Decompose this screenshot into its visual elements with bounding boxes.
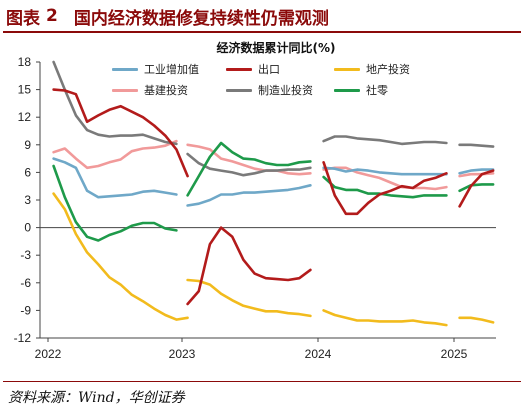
series-line-0	[458, 168, 495, 175]
y-tick-label: 15	[18, 83, 32, 97]
legend-label-manufacturing-investment: 制造业投资	[258, 84, 313, 97]
y-tick-label: 0	[24, 221, 31, 235]
series-line-3	[52, 139, 178, 170]
legend-label-property-investment: 地产投资	[366, 63, 410, 76]
series-line-1	[458, 169, 495, 208]
y-tick-label: 18	[18, 55, 32, 69]
series-line-4	[458, 143, 495, 148]
y-tick-label: 6	[24, 165, 31, 179]
header-divider	[3, 31, 521, 33]
legend-swatch-infrastructure-investment	[112, 88, 138, 92]
series-line-3	[322, 166, 448, 191]
series-line-1	[186, 226, 312, 306]
series-line-1	[322, 161, 448, 216]
series-line-4	[322, 135, 448, 146]
series-line-3	[458, 172, 495, 178]
legend-swatch-exports	[226, 67, 252, 71]
series-line-2	[322, 309, 448, 327]
y-tick-label: -12	[14, 331, 32, 345]
legend-label-exports: 出口	[258, 63, 280, 76]
legend-swatch-industrial-output	[112, 67, 138, 71]
legend-label-industrial-output: 工业增加值	[144, 63, 199, 76]
series-line-1	[52, 88, 189, 178]
series-line-0	[322, 166, 448, 176]
series-line-2	[52, 192, 189, 321]
legend-item-exports: 出口	[226, 61, 280, 77]
x-tick-label: 2023	[169, 347, 196, 361]
figure-number: 2	[46, 6, 58, 26]
legend-item-manufacturing-investment: 制造业投资	[226, 82, 313, 98]
y-tick-label: -9	[20, 303, 31, 317]
x-tick-label: 2024	[305, 347, 332, 361]
legend-item-retail-sales: 社零	[334, 82, 388, 98]
y-tick-label: 3	[24, 193, 31, 207]
y-tick-label: 9	[24, 138, 31, 152]
series-line-5	[458, 183, 495, 193]
legend-item-property-investment: 地产投资	[334, 61, 410, 77]
legend-label-retail-sales: 社零	[366, 84, 388, 97]
chart-title: 经济数据累计同比(%)	[217, 40, 336, 55]
legend-swatch-property-investment	[334, 67, 360, 71]
series-line-0	[186, 184, 312, 207]
series-line-5	[186, 141, 312, 197]
y-tick-label: 12	[18, 110, 32, 124]
series-line-0	[52, 157, 178, 199]
figure-title: 国内经济数据修复持续性仍需观测	[73, 8, 329, 29]
series-line-5	[52, 164, 178, 242]
source-note: 资料来源：Wind，华创证券	[8, 390, 185, 406]
x-tick-label: 2025	[441, 347, 468, 361]
figure-label: 图表	[6, 8, 40, 29]
legend-item-industrial-output: 工业增加值	[112, 61, 199, 77]
x-tick-label: 2022	[35, 347, 62, 361]
series-line-5	[322, 175, 448, 199]
legend-swatch-retail-sales	[334, 88, 360, 92]
legend-swatch-manufacturing-investment	[226, 88, 252, 92]
y-tick-label: -6	[20, 276, 31, 290]
series-line-2	[186, 278, 312, 318]
legend-label-infrastructure-investment: 基建投资	[144, 84, 188, 97]
y-tick-label: -3	[20, 248, 31, 262]
series-line-2	[458, 316, 495, 324]
series-line-4	[52, 60, 178, 146]
series-line-3	[186, 143, 312, 176]
footer-divider	[3, 381, 521, 382]
series-line-4	[186, 152, 312, 177]
legend-item-infrastructure-investment: 基建投资	[112, 82, 188, 98]
figure-header: 图表 2 国内经济数据修复持续性仍需观测	[6, 3, 329, 29]
